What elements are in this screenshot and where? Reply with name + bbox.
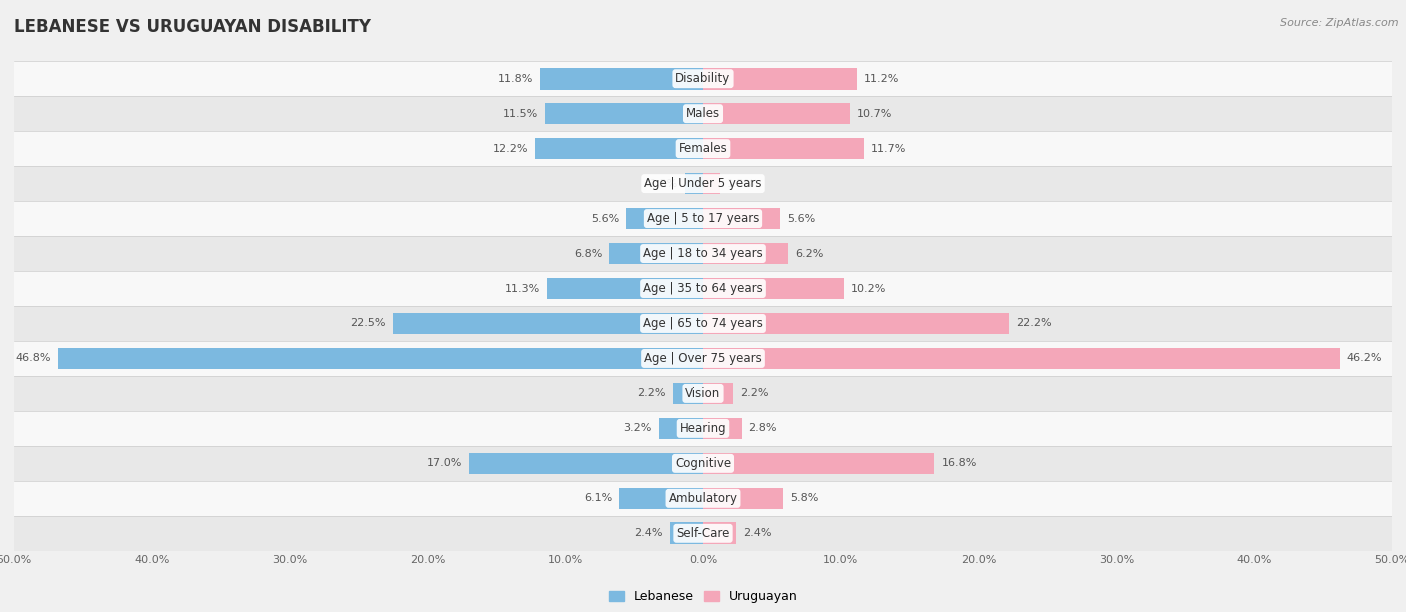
Text: 2.2%: 2.2%: [740, 389, 769, 398]
Bar: [58, 348, 703, 369]
Bar: [14, 61, 1392, 96]
Text: 22.5%: 22.5%: [350, 318, 387, 329]
Text: Males: Males: [686, 107, 720, 120]
Text: 1.3%: 1.3%: [650, 179, 678, 188]
Text: Ambulatory: Ambulatory: [668, 492, 738, 505]
Legend: Lebanese, Uruguayan: Lebanese, Uruguayan: [603, 585, 803, 608]
Text: LEBANESE VS URUGUAYAN DISABILITY: LEBANESE VS URUGUAYAN DISABILITY: [14, 18, 371, 36]
Text: Vision: Vision: [685, 387, 721, 400]
Bar: [626, 207, 703, 230]
Bar: [534, 138, 703, 160]
Bar: [669, 523, 703, 544]
Text: 5.6%: 5.6%: [787, 214, 815, 223]
Bar: [672, 382, 703, 405]
Text: 5.8%: 5.8%: [790, 493, 818, 503]
Bar: [14, 306, 1392, 341]
Bar: [703, 173, 720, 195]
Text: Disability: Disability: [675, 72, 731, 85]
Text: 12.2%: 12.2%: [492, 144, 529, 154]
Bar: [14, 516, 1392, 551]
Bar: [703, 103, 851, 124]
Bar: [703, 243, 789, 264]
Bar: [14, 166, 1392, 201]
Text: 3.2%: 3.2%: [624, 424, 652, 433]
Bar: [14, 96, 1392, 131]
Text: 1.2%: 1.2%: [727, 179, 755, 188]
Bar: [14, 411, 1392, 446]
Text: 46.2%: 46.2%: [1347, 354, 1382, 364]
Bar: [619, 488, 703, 509]
Text: Age | Over 75 years: Age | Over 75 years: [644, 352, 762, 365]
Text: 10.7%: 10.7%: [858, 109, 893, 119]
Bar: [14, 131, 1392, 166]
Text: 6.2%: 6.2%: [796, 248, 824, 258]
Bar: [703, 488, 783, 509]
Text: 16.8%: 16.8%: [942, 458, 977, 468]
Bar: [703, 278, 844, 299]
Text: 11.7%: 11.7%: [872, 144, 907, 154]
Bar: [703, 382, 734, 405]
Bar: [14, 236, 1392, 271]
Bar: [609, 243, 703, 264]
Bar: [14, 446, 1392, 481]
Bar: [703, 68, 858, 89]
Bar: [703, 207, 780, 230]
Text: 2.2%: 2.2%: [637, 389, 666, 398]
Text: Self-Care: Self-Care: [676, 527, 730, 540]
Bar: [14, 341, 1392, 376]
Bar: [540, 68, 703, 89]
Bar: [468, 452, 703, 474]
Bar: [703, 138, 865, 160]
Bar: [703, 523, 737, 544]
Bar: [14, 376, 1392, 411]
Text: Hearing: Hearing: [679, 422, 727, 435]
Text: 11.3%: 11.3%: [505, 283, 540, 294]
Text: Females: Females: [679, 142, 727, 155]
Bar: [703, 313, 1010, 334]
Bar: [659, 417, 703, 439]
Bar: [14, 201, 1392, 236]
Text: 2.8%: 2.8%: [748, 424, 778, 433]
Text: Cognitive: Cognitive: [675, 457, 731, 470]
Bar: [703, 452, 935, 474]
Text: 2.4%: 2.4%: [634, 528, 664, 539]
Text: Age | Under 5 years: Age | Under 5 years: [644, 177, 762, 190]
Text: 11.5%: 11.5%: [502, 109, 537, 119]
Bar: [14, 481, 1392, 516]
Text: 6.8%: 6.8%: [574, 248, 602, 258]
Text: Age | 5 to 17 years: Age | 5 to 17 years: [647, 212, 759, 225]
Text: 17.0%: 17.0%: [426, 458, 461, 468]
Bar: [14, 271, 1392, 306]
Text: Age | 18 to 34 years: Age | 18 to 34 years: [643, 247, 763, 260]
Bar: [392, 313, 703, 334]
Text: 11.2%: 11.2%: [865, 73, 900, 84]
Bar: [703, 348, 1340, 369]
Text: Age | 35 to 64 years: Age | 35 to 64 years: [643, 282, 763, 295]
Text: 2.4%: 2.4%: [742, 528, 772, 539]
Text: 11.8%: 11.8%: [498, 73, 533, 84]
Text: 22.2%: 22.2%: [1015, 318, 1052, 329]
Text: 5.6%: 5.6%: [591, 214, 619, 223]
Bar: [547, 278, 703, 299]
Text: Source: ZipAtlas.com: Source: ZipAtlas.com: [1281, 18, 1399, 28]
Bar: [703, 417, 741, 439]
Text: 6.1%: 6.1%: [583, 493, 612, 503]
Bar: [685, 173, 703, 195]
Text: 10.2%: 10.2%: [851, 283, 886, 294]
Text: Age | 65 to 74 years: Age | 65 to 74 years: [643, 317, 763, 330]
Text: 46.8%: 46.8%: [15, 354, 51, 364]
Bar: [544, 103, 703, 124]
